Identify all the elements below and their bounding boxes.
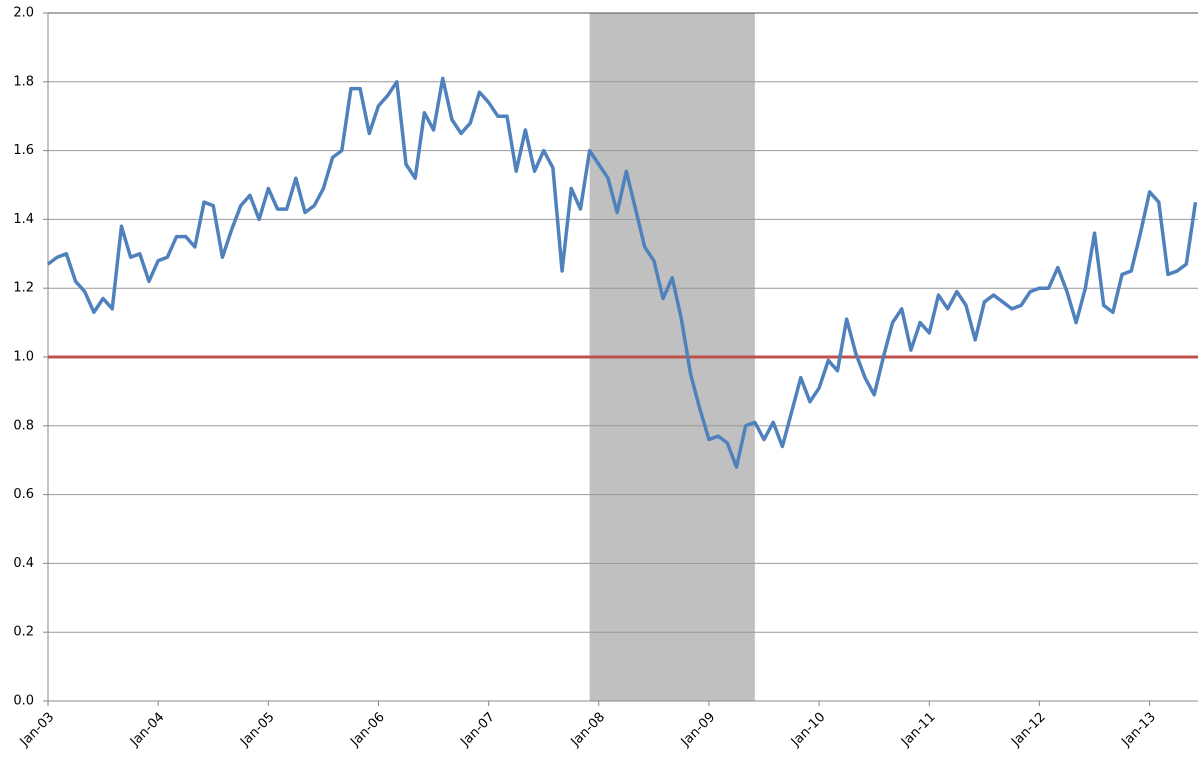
y-tick-label: 0.0 bbox=[13, 694, 34, 709]
x-tick-label: Jan-07 bbox=[457, 710, 498, 751]
x-tick-label: Jan-05 bbox=[237, 710, 278, 751]
y-tick-label: 2.0 bbox=[13, 6, 34, 21]
y-tick-label: 0.4 bbox=[13, 556, 34, 571]
y-tick-label: 0.2 bbox=[13, 625, 34, 640]
y-tick-label: 1.4 bbox=[13, 212, 34, 227]
x-tick-label: Jan-13 bbox=[1118, 710, 1159, 751]
x-tick-label: Jan-04 bbox=[127, 710, 168, 751]
y-tick-label: 1.8 bbox=[13, 74, 34, 89]
x-tick-label: Jan-09 bbox=[678, 710, 719, 751]
x-tick-label: Jan-03 bbox=[17, 710, 58, 751]
x-tick-label: Jan-06 bbox=[347, 710, 388, 751]
x-tick-label: Jan-10 bbox=[788, 710, 829, 751]
x-tick-label: Jan-11 bbox=[898, 710, 939, 751]
y-tick-label: 1.2 bbox=[13, 281, 34, 296]
y-tick-label: 1.6 bbox=[13, 143, 34, 158]
y-tick-label: 0.6 bbox=[13, 487, 34, 502]
y-tick-label: 0.8 bbox=[13, 418, 34, 433]
y-tick-label: 1.0 bbox=[13, 350, 34, 365]
data-line bbox=[46, 76, 1198, 469]
x-tick-label: Jan-12 bbox=[1008, 710, 1049, 751]
x-tick-label: Jan-08 bbox=[568, 710, 609, 751]
